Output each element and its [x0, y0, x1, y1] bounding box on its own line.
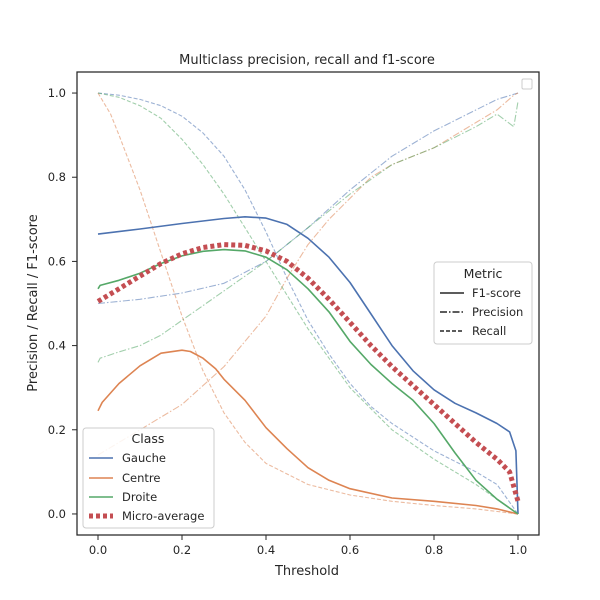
- legend-class-droite-label: Droite: [122, 490, 157, 504]
- x-tick-label: 0.6: [341, 543, 359, 557]
- x-tick-label: 0.2: [173, 543, 191, 557]
- legend-class: Class Gauche Centre Droite Micro-average: [82, 427, 215, 529]
- series-droite-precision: [97, 101, 519, 363]
- legend-metric-title: Metric: [464, 266, 503, 281]
- y-axis-label: Precision / Recall / F1-score: [26, 214, 41, 391]
- series-centre-f1-score: [97, 349, 519, 515]
- x-tick-label: 0.4: [257, 543, 275, 557]
- legend-metric-frame: [433, 261, 533, 345]
- legend-class-gauche-label: Gauche: [122, 451, 166, 465]
- y-axis-ticks: 0.0 0.2 0.4 0.6 0.8 1.0: [48, 86, 77, 521]
- series-gauche-precision: [97, 92, 519, 305]
- chart-title: Multiclass precision, recall and f1-scor…: [179, 53, 435, 68]
- x-tick-label: 1.0: [509, 543, 527, 557]
- legend-class-frame: [82, 427, 215, 529]
- series-micro-average-f1-score: [96, 242, 521, 502]
- legend-class-micro-average-label: Micro-average: [122, 509, 204, 523]
- legend-metric-f1-label: F1-score: [472, 286, 521, 300]
- series-gauche-f1-score: [97, 216, 519, 515]
- y-tick-label: 1.0: [48, 86, 66, 100]
- series-centre-recall: [97, 92, 519, 515]
- x-axis-label: Threshold: [274, 564, 339, 579]
- series-centre-precision: [97, 92, 519, 456]
- legend-class-centre-label: Centre: [122, 471, 160, 485]
- x-tick-label: 0.8: [425, 543, 443, 557]
- legend-metric-precision-label: Precision: [472, 305, 523, 319]
- x-axis-ticks: 0.0 0.2 0.4 0.6 0.8 1.0: [89, 535, 527, 557]
- series-droite-f1-score: [97, 248, 519, 515]
- y-tick-label: 0.8: [48, 170, 66, 184]
- empty-legend-box: [521, 78, 533, 90]
- y-tick-label: 0.6: [48, 254, 66, 268]
- plot-lines: [96, 92, 521, 515]
- y-tick-label: 0.0: [48, 507, 66, 521]
- plot-frame: [76, 71, 540, 536]
- legend-metric: Metric F1-score Precision Recall: [433, 261, 533, 345]
- legend-class-title: Class: [132, 431, 165, 446]
- y-tick-label: 0.2: [48, 423, 66, 437]
- legend-metric-recall-label: Recall: [472, 324, 506, 338]
- series-droite-recall: [97, 92, 519, 515]
- y-tick-label: 0.4: [48, 339, 66, 353]
- x-tick-label: 0.0: [89, 543, 107, 557]
